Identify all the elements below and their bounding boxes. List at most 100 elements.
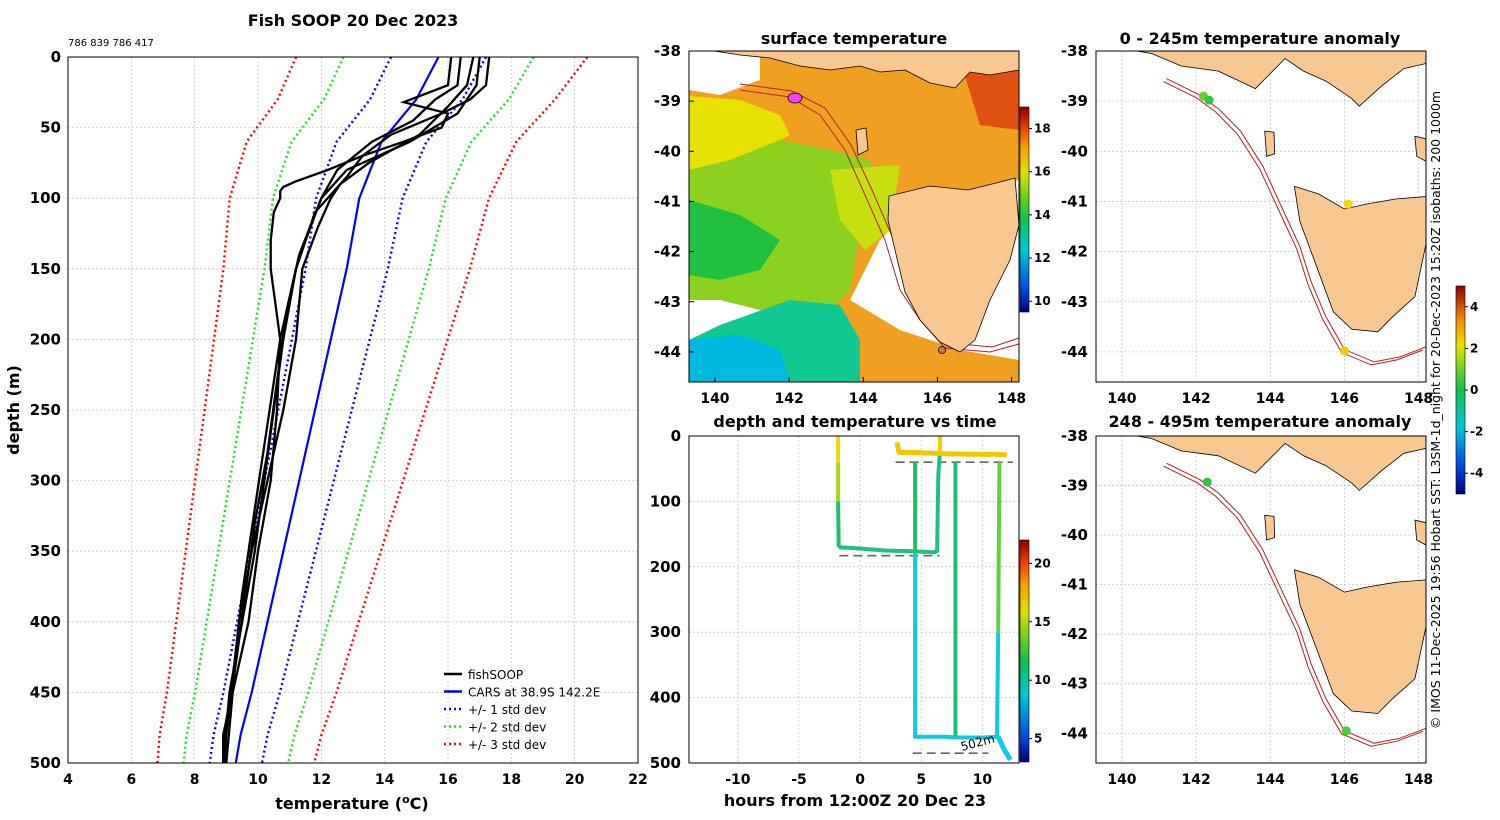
anomaly-xtick-label: 146 <box>1330 772 1359 788</box>
sst-ticks: 140 142 144 146 148 -38 -39 -40 -41 -42 -43 -44 <box>654 42 1026 407</box>
profile-std2-lower-line <box>182 57 345 763</box>
profile-ytick-label: 450 <box>30 683 61 701</box>
depth-time-panel: depth and temperature vs time -10 -5 0 5 100… <box>650 412 1051 810</box>
anomaly-xtick-label: 146 <box>1330 391 1359 407</box>
anomaly-isobath-200 <box>1166 78 1426 363</box>
anomaly-land-flinders-island <box>1414 519 1426 546</box>
colorbar-tick-label: 15 <box>1034 615 1051 629</box>
fishsoop-profiles <box>222 57 491 763</box>
anomaly-ytick-label: -38 <box>1061 42 1088 60</box>
anomaly-point-1 <box>1202 477 1212 487</box>
dt-track-segment-4 <box>838 455 942 555</box>
depth-annotation: 502m <box>959 731 996 753</box>
profile-xtick-label: 18 <box>502 772 521 788</box>
dt-xtick-label: 0 <box>855 772 865 788</box>
profile-xtick-label: 4 <box>63 772 73 788</box>
profile-ytick-label: 50 <box>40 119 61 137</box>
profile-xtick-label: 14 <box>375 772 395 788</box>
depth-time-colorbar-ticks: 5 10 15 20 <box>1029 556 1051 746</box>
sst-hot-field <box>960 60 1019 130</box>
anomaly-xtick-label: 144 <box>1256 391 1285 407</box>
colorbar-tick-label: 4 <box>1470 300 1478 314</box>
sst-cyan-field <box>689 335 790 382</box>
profile-xtick-label: 22 <box>628 772 647 788</box>
legend-label-3: +/- 1 std dev <box>468 703 546 717</box>
dt-ytick-label: 0 <box>671 427 681 445</box>
map-ytick-label: -42 <box>654 243 681 261</box>
colorbar-tick-label: 20 <box>1034 556 1051 570</box>
depth-time-axes-box <box>688 435 1020 764</box>
profile-id-text: 786 839 786 417 <box>68 38 154 49</box>
sst-track-point <box>938 346 946 354</box>
profile-ylabel: depth (m) <box>4 365 23 455</box>
anomaly-isobath-1000 <box>1163 81 1424 366</box>
anomaly-land-mainland <box>1136 51 1426 107</box>
colorbar-tick-label: 2 <box>1470 341 1478 355</box>
anomaly-deep-panel: 248 - 495m temperature anomaly 140 142 144… <box>1061 412 1433 788</box>
anomaly-ytick-label: -43 <box>1061 675 1088 693</box>
fishsoop-profile-1 <box>222 57 453 763</box>
dt-xtick-label: -5 <box>791 772 807 788</box>
depth-time-tracks <box>836 436 1013 762</box>
sst-yellow-field <box>689 96 790 170</box>
legend-label-2: CARS at 38.9S 142.2E <box>468 686 600 700</box>
dt-ytick-label: 500 <box>650 754 681 772</box>
anomaly-ytick-label: -44 <box>1061 343 1088 361</box>
anomaly-ytick-label: -43 <box>1061 293 1088 311</box>
anomaly-ytick-label: -40 <box>1061 526 1088 544</box>
profile-title: Fish SOOP 20 Dec 2023 <box>248 11 458 30</box>
anomaly-shallow-panel: 0 - 245m temperature anomaly 140 142 144 14… <box>1061 29 1433 407</box>
anomaly-xtick-label: 142 <box>1181 391 1210 407</box>
map-ytick-label: -40 <box>654 142 681 160</box>
anomaly-point-3 <box>1343 199 1353 209</box>
profile-std-lines <box>156 57 589 763</box>
dt-ytick-label: 300 <box>650 623 681 641</box>
anomaly-axes-box <box>1095 50 1427 383</box>
profile-ytick-label: 350 <box>30 542 61 560</box>
depth-time-xlabel: hours from 12:00Z 20 Dec 23 <box>724 791 986 810</box>
anomaly-ticks: 140 142 144 146 148 -38 -39 -40 -41 -42 -43 -44 <box>1061 42 1433 407</box>
profile-panel: Fish SOOP 20 Dec 2023 786 839 786 417 4 6… <box>4 11 648 813</box>
map-xtick-label: 148 <box>997 391 1026 407</box>
map-xtick-label: 140 <box>700 391 729 407</box>
map-ytick-label: -39 <box>654 92 681 110</box>
sst-axes-box <box>688 50 1020 383</box>
profile-xtick-label: 8 <box>190 772 200 788</box>
legend-label-4: +/- 2 std dev <box>468 721 546 735</box>
map-xtick-label: 146 <box>923 391 952 407</box>
sst-map-panel: surface temperature 140 142 144 146 14 <box>654 29 1051 407</box>
dt-track-segment-8 <box>913 553 961 740</box>
anomaly-ytick-label: -40 <box>1061 142 1088 160</box>
dt-track-segment-12 <box>995 735 1013 762</box>
anomaly-land-king-island <box>1264 130 1276 157</box>
profile-ytick-label: 400 <box>30 613 61 631</box>
anomaly-land-tasmania <box>1293 185 1426 333</box>
sst-colorbar-ticks: 10 12 14 16 18 <box>1029 122 1051 308</box>
profile-xtick-label: 16 <box>438 772 457 788</box>
anomaly-isobath-200 <box>1166 462 1426 744</box>
anomaly-xtick-label: 140 <box>1107 772 1136 788</box>
colorbar-tick-label: 12 <box>1034 251 1051 265</box>
anomaly-point-4 <box>1339 346 1349 356</box>
profile-xtick-label: 6 <box>126 772 136 788</box>
anomaly-xtick-label: 144 <box>1256 772 1285 788</box>
map-ytick-label: -38 <box>654 42 681 60</box>
dt-track-segment-3 <box>836 501 841 548</box>
anomaly-deep-title: 248 - 495m temperature anomaly <box>1109 412 1412 431</box>
colorbar-tick-label: -4 <box>1470 466 1483 480</box>
anomaly-ytick-label: -39 <box>1061 477 1088 495</box>
anomaly-ytick-label: -42 <box>1061 625 1088 643</box>
depth-time-title: depth and temperature vs time <box>713 412 996 431</box>
anomaly-axes-box <box>1095 435 1427 764</box>
dt-ytick-label: 400 <box>650 689 681 707</box>
dt-track-segment-6 <box>894 441 1007 458</box>
colorbar-tick-label: 18 <box>1034 122 1051 136</box>
anomaly-land-mainland <box>1136 436 1426 492</box>
profile-std1-lower-line <box>208 57 393 763</box>
depth-time-grid <box>689 435 1019 764</box>
dt-xtick-label: -10 <box>725 772 751 788</box>
profile-ytick-label: 500 <box>30 754 61 772</box>
depth-time-colorbar <box>1019 539 1030 763</box>
dt-track-segment-11 <box>996 462 1002 633</box>
sst-title: surface temperature <box>761 29 948 48</box>
